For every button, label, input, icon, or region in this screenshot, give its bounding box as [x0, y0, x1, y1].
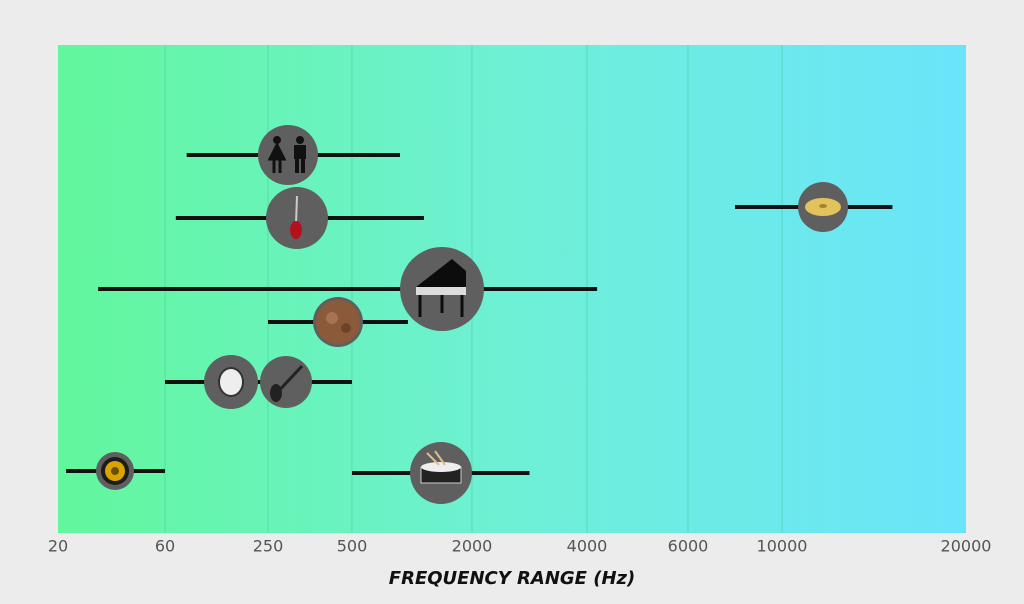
instrument-icon — [258, 125, 318, 185]
x-tick-label: 500 — [337, 537, 368, 556]
icon-circle — [258, 125, 318, 185]
x-tick-label: 250 — [253, 537, 284, 556]
instrument-icon — [798, 182, 848, 232]
icon-glyph — [270, 384, 282, 402]
x-tick-label: 20000 — [941, 537, 992, 556]
instrument-icon — [410, 442, 472, 504]
icon-glyph — [316, 300, 360, 344]
icon-glyph — [416, 287, 466, 295]
x-tick-label: 6000 — [668, 537, 709, 556]
icon-glyph — [295, 195, 298, 225]
icon-glyph — [290, 221, 302, 239]
x-tick-label: 10000 — [757, 537, 808, 556]
instrument-icon — [204, 355, 258, 409]
icon-glyph — [295, 159, 305, 173]
icon-glyph — [421, 462, 461, 472]
instrument-icon — [260, 356, 312, 408]
x-tick-label: 2000 — [452, 537, 493, 556]
x-tick-label: 4000 — [567, 537, 608, 556]
x-axis-title: FREQUENCY RANGE (Hz) — [389, 568, 635, 589]
icon-glyph — [416, 259, 466, 291]
instrument-icon — [400, 247, 484, 331]
instrument-icon — [96, 452, 134, 490]
x-tick-label: 20 — [48, 537, 68, 556]
icon-glyph — [819, 204, 827, 208]
icon-glyph — [341, 323, 351, 333]
instrument-icon — [266, 187, 328, 249]
icon-glyph — [294, 145, 306, 159]
icon-glyph — [296, 136, 304, 144]
x-tick-label: 60 — [155, 537, 175, 556]
range-bar — [98, 287, 598, 291]
icon-glyph — [218, 367, 244, 397]
icon-glyph — [418, 295, 464, 317]
icon-glyph — [267, 141, 287, 173]
marks — [66, 125, 893, 504]
icon-glyph — [426, 450, 446, 466]
icon-glyph — [273, 136, 281, 144]
icon-glyph — [111, 467, 119, 475]
icon-glyph — [326, 312, 338, 324]
instrument-icon — [313, 297, 363, 347]
